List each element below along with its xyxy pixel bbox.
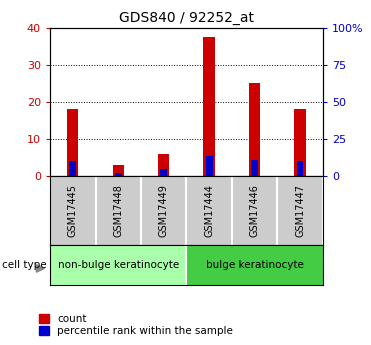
Bar bbox=[67, 109, 79, 176]
Text: GSM17444: GSM17444 bbox=[204, 184, 214, 237]
Bar bbox=[115, 173, 122, 176]
Bar bbox=[50, 245, 187, 285]
Text: GSM17447: GSM17447 bbox=[295, 184, 305, 237]
Text: GSM17448: GSM17448 bbox=[113, 184, 123, 237]
Bar bbox=[206, 156, 213, 176]
Legend: count, percentile rank within the sample: count, percentile rank within the sample bbox=[39, 314, 233, 336]
Bar bbox=[69, 161, 76, 176]
Bar bbox=[203, 37, 215, 176]
Text: bulge keratinocyte: bulge keratinocyte bbox=[206, 260, 303, 270]
Bar bbox=[160, 169, 167, 176]
Bar bbox=[249, 83, 260, 176]
FancyArrow shape bbox=[36, 265, 45, 272]
Bar bbox=[294, 109, 306, 176]
Bar bbox=[297, 161, 303, 176]
Bar bbox=[112, 165, 124, 176]
Bar bbox=[158, 154, 170, 176]
Text: GSM17449: GSM17449 bbox=[159, 184, 169, 237]
Text: cell type: cell type bbox=[2, 260, 46, 270]
Text: GSM17445: GSM17445 bbox=[68, 184, 78, 237]
Text: GSM17446: GSM17446 bbox=[250, 184, 260, 237]
Text: non-bulge keratinocyte: non-bulge keratinocyte bbox=[58, 260, 179, 270]
Bar bbox=[251, 160, 258, 176]
Title: GDS840 / 92252_at: GDS840 / 92252_at bbox=[119, 11, 254, 25]
Bar bbox=[187, 245, 323, 285]
